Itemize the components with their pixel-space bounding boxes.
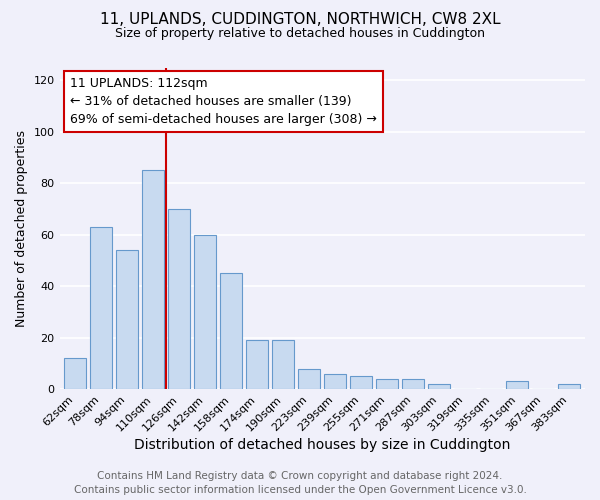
Bar	[168, 209, 190, 389]
Bar	[506, 382, 529, 389]
Bar	[90, 227, 112, 389]
Bar	[559, 384, 580, 389]
Bar	[298, 368, 320, 389]
Y-axis label: Number of detached properties: Number of detached properties	[15, 130, 28, 327]
X-axis label: Distribution of detached houses by size in Cuddington: Distribution of detached houses by size …	[134, 438, 511, 452]
Bar	[376, 379, 398, 389]
Bar	[428, 384, 451, 389]
Bar	[194, 234, 216, 389]
Bar	[220, 274, 242, 389]
Bar	[246, 340, 268, 389]
Text: Size of property relative to detached houses in Cuddington: Size of property relative to detached ho…	[115, 28, 485, 40]
Bar	[272, 340, 295, 389]
Bar	[64, 358, 86, 389]
Text: 11 UPLANDS: 112sqm
← 31% of detached houses are smaller (139)
69% of semi-detach: 11 UPLANDS: 112sqm ← 31% of detached hou…	[70, 77, 377, 126]
Bar	[142, 170, 164, 389]
Bar	[350, 376, 373, 389]
Bar	[324, 374, 346, 389]
Text: 11, UPLANDS, CUDDINGTON, NORTHWICH, CW8 2XL: 11, UPLANDS, CUDDINGTON, NORTHWICH, CW8 …	[100, 12, 500, 28]
Bar	[116, 250, 138, 389]
Text: Contains HM Land Registry data © Crown copyright and database right 2024.
Contai: Contains HM Land Registry data © Crown c…	[74, 471, 526, 495]
Bar	[402, 379, 424, 389]
